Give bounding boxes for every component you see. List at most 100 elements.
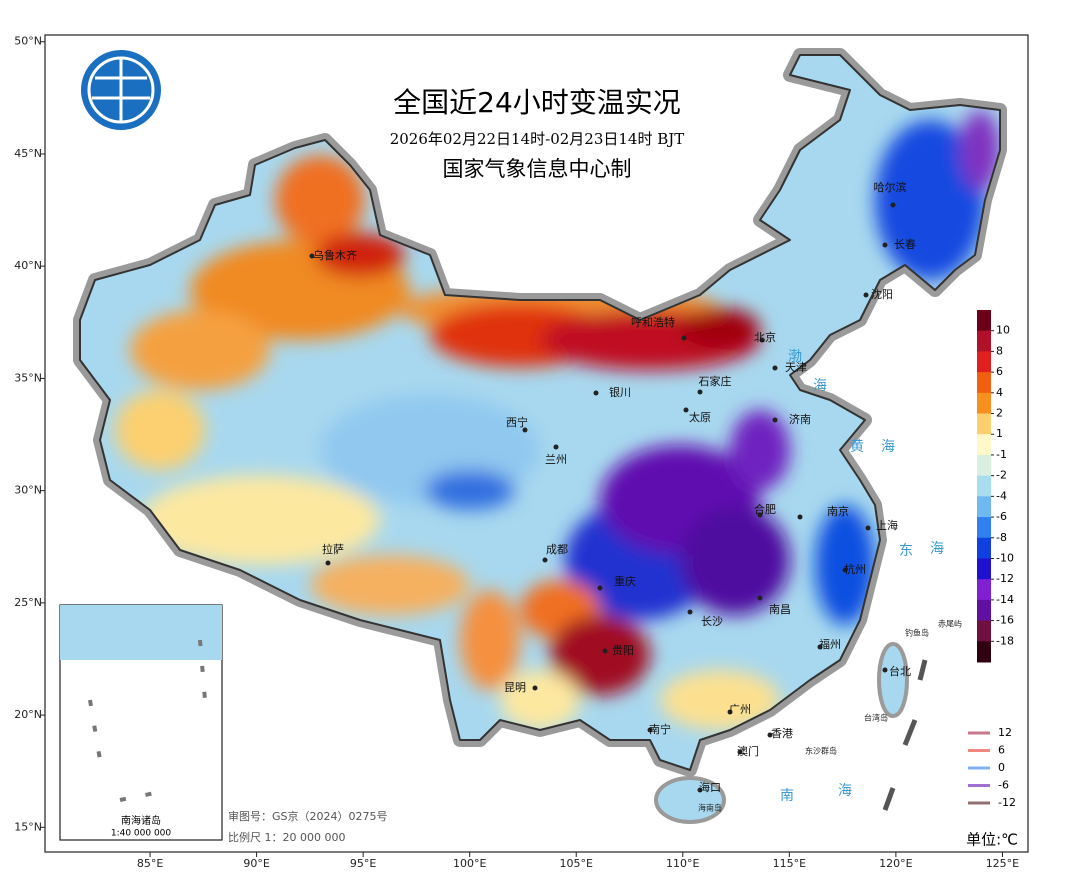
city-dot xyxy=(890,202,896,208)
city-label: 拉萨 xyxy=(322,542,344,556)
legend-label: -10 xyxy=(996,551,1014,564)
lon-tick-label: 90°E xyxy=(243,857,269,870)
city-label: 贵阳 xyxy=(612,644,634,657)
city-label: 银川 xyxy=(609,385,631,399)
title: 全国近24小时变温实况 xyxy=(393,86,681,119)
city-label: 济南 xyxy=(789,412,811,426)
city-label: 南宁 xyxy=(649,722,671,736)
island-label: 东沙群岛 xyxy=(805,746,837,756)
city-dot xyxy=(687,609,693,615)
city-label: 西宁 xyxy=(506,415,528,429)
city-label: 合肥 xyxy=(754,502,776,516)
city-dot xyxy=(647,727,653,733)
legend-swatch xyxy=(977,392,991,415)
sea-label: 海 xyxy=(838,783,852,799)
city-label: 北京 xyxy=(754,330,776,344)
legend-swatch xyxy=(977,641,991,663)
city-label: 澳门 xyxy=(737,744,759,758)
legend-swatch xyxy=(977,434,991,456)
legend-swatch xyxy=(977,413,991,435)
unit: 单位:℃ xyxy=(966,831,1018,849)
legend-label: 10 xyxy=(996,324,1010,337)
city-dot xyxy=(817,644,823,650)
sea-label: 黄 xyxy=(850,438,864,455)
city-dot xyxy=(759,337,765,343)
lat-tick-label: 30°N xyxy=(14,484,42,497)
city-dot xyxy=(757,512,763,518)
lon-tick-label: 115°E xyxy=(773,857,806,870)
boundary-dash xyxy=(882,659,928,811)
producer: 国家气象信息中心制 xyxy=(443,157,632,181)
legend-swatch xyxy=(977,537,991,559)
legend-swatch xyxy=(977,351,991,373)
city-label: 太原 xyxy=(689,411,711,424)
city-dot xyxy=(727,709,733,715)
legend-swatch xyxy=(977,310,991,332)
city-dot xyxy=(325,560,331,566)
city-dot xyxy=(522,427,528,433)
city-label: 天津 xyxy=(785,361,807,374)
lon-tick-label: 120°E xyxy=(879,857,912,870)
city-dot xyxy=(602,648,608,654)
legend-label: 1 xyxy=(996,427,1003,440)
island-label: 赤尾屿 xyxy=(938,620,962,629)
lon-tick-label: 110°E xyxy=(666,857,699,870)
contour-label: -12 xyxy=(998,796,1016,809)
legend-label: -6 xyxy=(996,510,1007,523)
city-dot xyxy=(882,667,888,673)
city-label: 上海 xyxy=(876,518,898,532)
city-label: 长春 xyxy=(894,238,916,251)
legend-swatch xyxy=(977,579,991,601)
legend-swatch xyxy=(977,599,991,622)
city-label: 台北 xyxy=(889,664,911,678)
legend-swatch xyxy=(977,454,991,477)
scale-note: 比例尺 1：20 000 000 xyxy=(228,830,345,844)
city-label: 广州 xyxy=(729,703,751,716)
city-dot xyxy=(542,557,548,563)
city-dot xyxy=(772,417,778,423)
legend-label: -4 xyxy=(996,489,1007,502)
lon-tick-label: 125°E xyxy=(986,857,1019,870)
city-label: 乌鲁木齐 xyxy=(313,248,357,262)
city-dot xyxy=(865,525,871,531)
city-label: 沈阳 xyxy=(871,287,893,301)
lat-tick-label: 40°N xyxy=(14,259,42,272)
legend-label: -1 xyxy=(996,448,1007,461)
contour-label: 0 xyxy=(998,761,1005,774)
legend-label: -8 xyxy=(996,531,1007,544)
inset: 南海诸岛 1:40 000 000 xyxy=(59,604,223,841)
inset-scale: 1:40 000 000 xyxy=(111,829,172,839)
contour-label: -6 xyxy=(998,779,1009,792)
legend-swatch xyxy=(977,496,991,518)
legend-swatch xyxy=(977,330,991,352)
legend-label: 6 xyxy=(996,365,1003,378)
city-dot xyxy=(597,585,603,591)
legend-swatch xyxy=(977,558,991,580)
sea-label: 东 xyxy=(899,543,913,559)
city-dot xyxy=(767,732,773,738)
city-dot xyxy=(681,335,687,341)
approval-number: 审图号：GS京（2024）0275号 xyxy=(228,809,388,823)
city-label: 呼和浩特 xyxy=(631,315,675,329)
city-label: 南京 xyxy=(827,504,849,518)
legend-label: -12 xyxy=(996,572,1014,585)
city-dot xyxy=(532,685,538,691)
legend-swatch xyxy=(977,372,991,394)
legend-label: -2 xyxy=(996,469,1007,482)
city-label: 海口 xyxy=(699,780,721,794)
city-dot xyxy=(697,787,703,793)
city-dot xyxy=(593,390,599,396)
lat-tick-label: 20°N xyxy=(14,708,42,721)
city-dot xyxy=(842,567,848,573)
city-dot xyxy=(697,389,703,395)
island-label: 台湾岛 xyxy=(864,713,888,723)
sea-label: 渤 xyxy=(788,349,802,365)
city-dot xyxy=(737,749,743,755)
sea-label: 海 xyxy=(881,439,895,455)
city-dot xyxy=(882,242,888,248)
subtitle: 2026年02月22日14时-02月23日14时 BJT xyxy=(390,130,685,148)
sea-label: 海 xyxy=(930,541,944,557)
city-dot xyxy=(309,253,315,259)
city-dot xyxy=(683,407,689,413)
